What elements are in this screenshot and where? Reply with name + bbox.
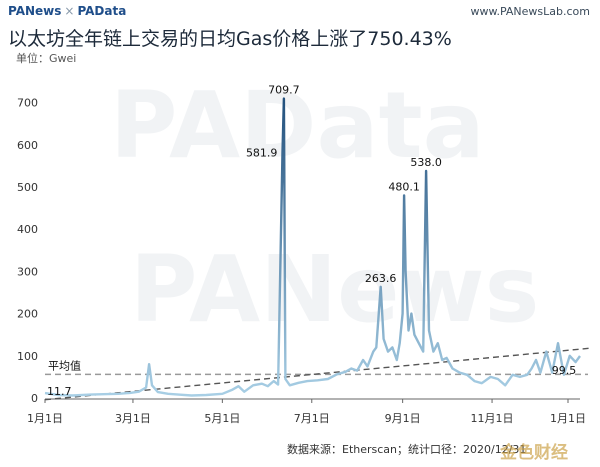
- x-tick-label: 11月1日: [471, 412, 514, 425]
- header: PANews × PAData www.PANewsLab.com: [0, 0, 600, 22]
- y-tick-label: 400: [17, 223, 38, 236]
- brand-separator: ×: [64, 4, 75, 18]
- data-label: 263.6: [365, 272, 397, 285]
- x-tick-label: 3月1日: [115, 412, 151, 425]
- brand-logo: PANews × PAData: [8, 4, 126, 18]
- panews-logo-text: PANews: [8, 4, 62, 18]
- y-tick-label: 600: [17, 139, 38, 152]
- series-group: [44, 97, 581, 397]
- average-label: 平均值: [48, 359, 81, 372]
- y-tick-label: 500: [17, 181, 38, 194]
- x-tick-label: 1月1日: [550, 412, 586, 425]
- x-tick-label: 7月1日: [294, 412, 330, 425]
- y-tick-label: 700: [17, 97, 38, 110]
- unit-label: 单位：Gwei: [16, 52, 77, 65]
- site-url: www.PANewsLab.com: [470, 5, 591, 18]
- y-tick-label: 0: [31, 392, 38, 405]
- y-tick-label: 300: [17, 265, 38, 278]
- y-tick-label: 100: [17, 350, 38, 363]
- watermark-padata: PAData: [110, 72, 485, 179]
- y-axis: 0 100 200 300 400 500 600 700: [17, 97, 38, 405]
- data-label: 581.9: [246, 146, 278, 159]
- data-label: 99.5: [552, 364, 577, 377]
- x-axis: 1月1日 3月1日 5月1日 7月1日 9月1日 11月1日 1月1日: [27, 398, 586, 425]
- data-label: 709.7: [268, 84, 300, 97]
- x-tick-label: 5月1日: [204, 412, 240, 425]
- corner-logo: 金色财经: [500, 443, 568, 463]
- padata-logo-text: PAData: [77, 4, 127, 18]
- data-label: 538.0: [410, 156, 442, 169]
- x-tick-label: 9月1日: [385, 412, 421, 425]
- data-source: 数据来源：Etherscan；统计口径：2020/12/31: [287, 443, 527, 456]
- average-line: 平均值: [45, 359, 588, 376]
- data-label: 11.7: [47, 385, 72, 398]
- y-tick-label: 200: [17, 308, 38, 321]
- chart-title: 以太坊全年链上交易的日均Gas价格上涨了750.43%: [8, 28, 452, 50]
- annotation-group: 709.7 581.9 263.6 480.1 538.0 11.7 99.5: [47, 84, 576, 398]
- watermark-panews: PANews: [130, 236, 540, 343]
- data-label: 480.1: [388, 180, 420, 193]
- x-tick-label: 1月1日: [27, 412, 63, 425]
- gas-price-line: [44, 97, 581, 397]
